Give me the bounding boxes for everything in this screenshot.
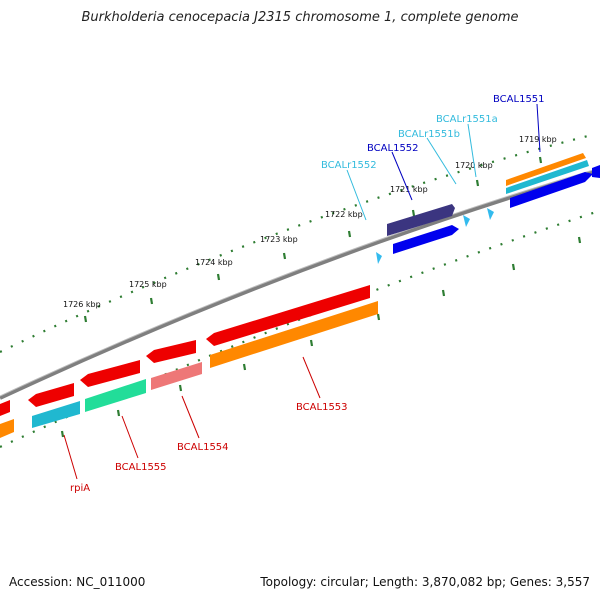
gene-blue-mid	[393, 225, 459, 254]
scale-label-1719: 1719 kbp	[519, 135, 557, 144]
scale-label-1721: 1721 kbp	[390, 185, 428, 194]
label-bcal1555: BCAL1555	[115, 462, 167, 473]
gene-red-left-edge	[0, 400, 10, 416]
label-bcalr1551b: BCALr1551b	[398, 129, 460, 140]
scale-label-1722: 1722 kbp	[325, 210, 363, 219]
gene-cyan-left	[32, 401, 80, 428]
label-bcal1553: BCAL1553	[296, 402, 348, 413]
leader-bcalr1552	[346, 169, 367, 221]
scale-label-1726: 1726 kbp	[63, 300, 101, 309]
gene-bcal1552	[387, 204, 455, 236]
label-bcalr1552: BCALr1552	[321, 160, 377, 171]
gene-green	[85, 379, 146, 412]
gene-bcal1551	[510, 172, 593, 208]
gene-blue-edge	[592, 165, 600, 178]
gene-pink	[151, 362, 202, 390]
rrna-bcalr1551b	[463, 215, 470, 227]
leader-bcal1552	[391, 151, 413, 201]
label-rpia: rpiA	[70, 483, 90, 494]
topology-text: Topology: circular; Length: 3,870,082 bp…	[260, 575, 590, 589]
leader-rpia	[63, 434, 78, 480]
leader-bcalr1551b	[426, 137, 457, 185]
leader-bcal1555	[121, 415, 139, 459]
gene-orange-long	[210, 301, 378, 368]
label-bcal1551: BCAL1551	[493, 94, 545, 105]
scale-label-1725: 1725 kbp	[129, 280, 167, 289]
gene-bcal1554	[146, 340, 196, 363]
rrna-bcalr1551a	[487, 208, 494, 220]
label-bcal1552: BCAL1552	[367, 143, 419, 154]
map-title: Burkholderia cenocepacia J2315 chromosom…	[81, 10, 519, 25]
rrna-bcalr1552	[376, 252, 382, 264]
leader-bcalr1551a	[467, 123, 477, 178]
chromosome-backbone	[0, 168, 600, 400]
outer-major-ticks	[83, 156, 543, 323]
scale-label-1724: 1724 kbp	[195, 258, 233, 267]
leader-bcal1551	[536, 103, 541, 153]
inner-major-ticks	[60, 236, 582, 438]
leader-bcal1553	[302, 356, 321, 399]
scale-label-1723: 1723 kbp	[260, 235, 298, 244]
gene-orange-left-edge	[0, 419, 14, 438]
accession-text: Accession: NC_011000	[9, 575, 146, 589]
gene-bcal1555	[80, 360, 140, 387]
gene-orange-upper-right	[506, 153, 586, 186]
gene-cyan-upper-right	[506, 160, 589, 194]
gene-bcal1553	[206, 285, 370, 346]
gene-rpiA-adjacent	[28, 383, 74, 407]
label-bcal1554: BCAL1554	[177, 442, 229, 453]
label-bcalr1551a: BCALr1551a	[436, 114, 498, 125]
outer-scale-track	[0, 132, 597, 353]
leader-bcal1554	[181, 395, 200, 439]
